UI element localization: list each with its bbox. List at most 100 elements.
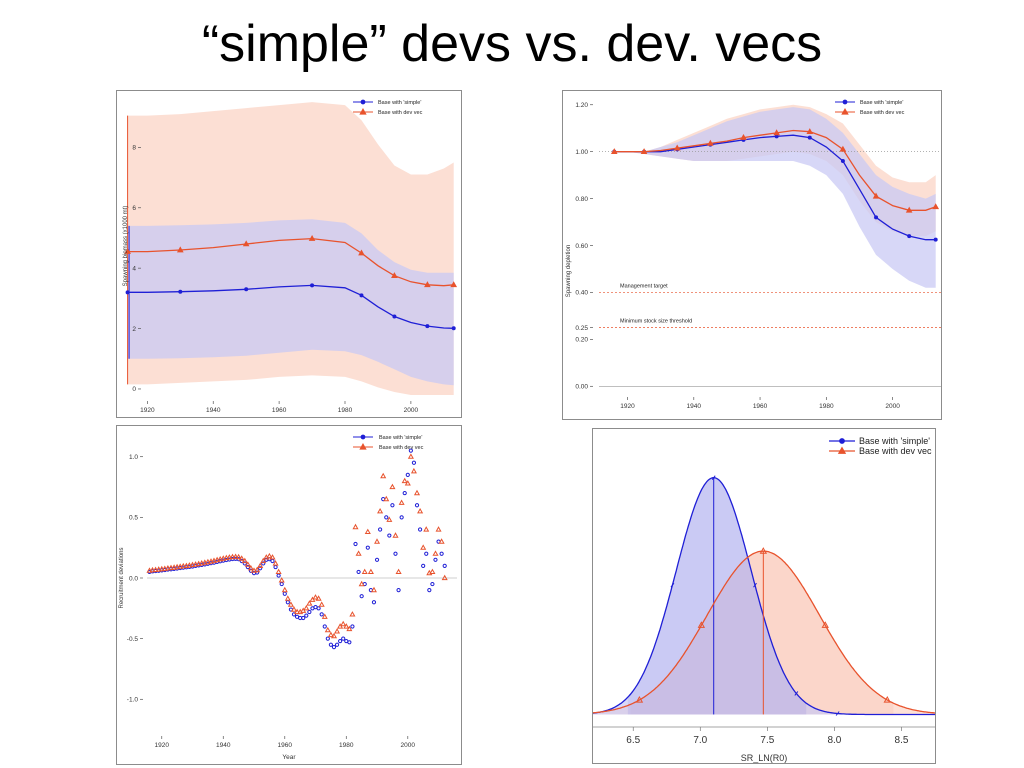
point-devvec — [438, 538, 445, 544]
point-simple — [430, 581, 435, 587]
point-devvec — [308, 234, 316, 241]
point-simple — [371, 600, 377, 605]
x-tick-label: 2000 — [401, 742, 416, 749]
legend-marker-simple — [360, 434, 366, 440]
x-tick-label: 7.5 — [760, 735, 774, 746]
point-devvec — [358, 580, 365, 587]
point-devvec — [346, 625, 353, 632]
point-simple — [279, 581, 284, 587]
point-simple — [325, 636, 330, 641]
point-simple — [242, 561, 247, 566]
markers-simple — [125, 283, 456, 331]
curve-point-devvec — [821, 621, 829, 628]
x-tick-label: 1920 — [155, 742, 170, 749]
y-tick-label: 0.40 — [575, 290, 588, 297]
point-devvec — [932, 203, 940, 210]
x-tick-label: 1920 — [140, 407, 155, 414]
point-devvec — [432, 550, 439, 556]
point-devvec — [872, 192, 880, 199]
reference-line-label: Minimum stock size threshold — [620, 319, 692, 325]
y-tick-label: 0.80 — [575, 196, 588, 203]
point-devvec — [220, 555, 227, 561]
legend-label: Base with dev vec — [379, 445, 424, 451]
point-simple — [319, 612, 324, 617]
y-tick-label: 0.60 — [575, 243, 588, 250]
point-devvec — [389, 483, 396, 490]
point-simple — [907, 234, 912, 239]
point-devvec — [773, 129, 780, 136]
curve-point-simple — [753, 582, 757, 588]
legend: Base with 'simple' Base with dev vec — [353, 99, 423, 116]
point-devvec — [290, 606, 298, 612]
legend: Base with 'simple' Base with dev vec — [835, 99, 905, 116]
recruitment-chart: 1920 1940 1960 1980 2000 -1.0 -0.5 0.0 0.5 1.0 Yea… — [119, 434, 457, 761]
point-simple — [399, 515, 404, 520]
density-panel: 6.57.07.58.08.5SR_LN(R0)DensityBase with… — [592, 428, 936, 764]
point-devvec — [324, 626, 331, 633]
y-tick-label: 0.0 — [129, 575, 138, 582]
point-devvec — [315, 595, 322, 601]
y-tick-label: 2 — [132, 326, 136, 333]
point-simple — [316, 606, 321, 611]
point-simple — [424, 551, 429, 556]
x-tick-label: 1960 — [278, 742, 293, 749]
curve-point-simple — [794, 691, 799, 696]
point-simple — [392, 314, 397, 319]
point-devvec — [244, 561, 251, 567]
point-devvec — [398, 499, 405, 505]
point-simple — [807, 135, 812, 140]
point-simple — [393, 551, 398, 556]
point-devvec — [334, 628, 341, 634]
x-axis: 1920 1940 1960 1980 2000 — [620, 397, 900, 410]
point-devvec — [386, 516, 393, 522]
markers-devvec — [610, 128, 940, 213]
point-devvec — [158, 565, 165, 572]
point-simple — [874, 215, 879, 220]
point-simple — [258, 566, 263, 571]
point-simple — [282, 591, 287, 596]
point-simple — [273, 564, 278, 570]
point-devvec — [260, 557, 267, 564]
point-devvec — [300, 607, 307, 613]
point-devvec — [176, 246, 184, 253]
legend-marker-devvec — [837, 446, 847, 454]
curve-point-devvec — [635, 695, 644, 703]
point-simple — [359, 293, 364, 298]
point-simple — [365, 545, 370, 550]
point-simple — [347, 640, 352, 645]
depletion-chart: Management target Minimum stock size thre… — [566, 99, 941, 410]
point-devvec — [254, 566, 261, 573]
point-simple — [341, 636, 346, 641]
slide-title: “simple” devs vs. dev. vecs — [201, 15, 823, 73]
legend-label: Base with dev vec — [860, 110, 905, 116]
curve-point-simple — [835, 711, 840, 716]
point-simple — [387, 533, 392, 538]
point-devvec — [306, 600, 313, 606]
y-axis-title: Spawning depletion — [566, 245, 572, 297]
y-axis-title: Recruitment deviations — [119, 547, 125, 608]
point-devvec — [155, 566, 162, 572]
point-devvec — [610, 148, 618, 154]
y-tick-label: 0.20 — [575, 337, 588, 344]
point-simple — [125, 290, 130, 295]
point-devvec — [392, 532, 399, 538]
legend-marker-simple — [360, 99, 366, 105]
x-tick-label: 1940 — [687, 403, 702, 410]
point-devvec — [374, 538, 381, 544]
x-tick-label: 2000 — [885, 403, 900, 410]
point-simple — [396, 588, 401, 593]
point-devvec — [232, 553, 239, 559]
point-simple — [353, 541, 358, 547]
points-devvec — [146, 453, 448, 639]
y-tick-label: 8 — [132, 145, 136, 152]
y-tick-label: 1.0 — [129, 454, 138, 461]
point-simple — [328, 642, 334, 647]
point-devvec — [450, 281, 458, 288]
legend-label: Base with 'simple' — [859, 436, 930, 446]
point-devvec — [161, 565, 168, 571]
point-devvec — [380, 472, 387, 479]
recruitment-panel: 1920 1940 1960 1980 2000 -1.0 -0.5 0.0 0.5 1.0 Yea… — [116, 425, 462, 765]
density-curve-simple — [593, 477, 935, 716]
legend-label: Base with 'simple' — [860, 100, 903, 106]
point-devvec — [152, 566, 159, 572]
